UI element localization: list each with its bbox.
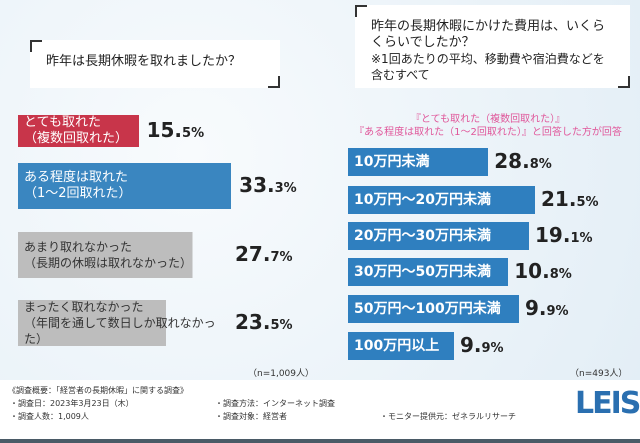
cost-bar-1: 10万円未満 xyxy=(348,148,489,176)
question-2: 昨年の長期休暇にかけた費用は、いくらくらいでしたか？ ※1回あたりの平均、移動費… xyxy=(355,5,630,88)
question-2-subtitle: ※1回あたりの平均、移動費や宿泊費などを含むすべて xyxy=(371,52,605,82)
value-label-4: 23.5% xyxy=(235,310,293,334)
survey-method: ・調査方法：インターネット調査 xyxy=(215,399,335,408)
survey-title: 《調査概要：「経営者の長期休暇」に関する調査》 xyxy=(8,386,188,395)
cost-bar-4: 30万円〜50万円未満 xyxy=(348,258,509,286)
cost-bar-2: 10万円〜20万円未満 xyxy=(348,186,535,214)
bar-1: とても取れた （複数回取れた） xyxy=(18,115,139,147)
survey-count: ・調査人数：1,009人 xyxy=(10,412,89,421)
question-1-text: 昨年は長期休暇を取れましたか？ xyxy=(46,54,242,69)
value-label-3: 27.7% xyxy=(235,242,293,266)
sample-size-2: （n=493人） xyxy=(570,369,628,379)
cost-value-label-2: 21.5% xyxy=(541,187,599,211)
value-label-1: 15.5% xyxy=(146,118,205,142)
value-label-2: 33.3% xyxy=(239,173,297,197)
sample-size-1: （n=1,009人） xyxy=(248,369,315,379)
question-2-text: 昨年の長期休暇にかけた費用は、いくらくらいでしたか？ xyxy=(371,19,606,50)
cost-value-label-3: 19.1% xyxy=(535,223,593,247)
cost-bar-3: 20万円〜30万円未満 xyxy=(348,222,529,250)
bar-3: あまり取れなかった （長期の休暇は取れなかった） xyxy=(18,232,228,278)
cost-value-label-4: 10.8% xyxy=(514,259,572,283)
cost-bar-6: 100万円以上 xyxy=(348,332,454,360)
cost-value-label-6: 9.9% xyxy=(460,333,504,357)
cost-bar-5: 50万円〜100万円未満 xyxy=(348,295,519,323)
leis-logo: LEIS xyxy=(575,386,640,421)
footer: 《調査概要：「経営者の長期休暇」に関する調査》 ・調査日：2023年3月23日（… xyxy=(0,380,640,443)
survey-target: ・調査対象：経営者 xyxy=(215,412,287,421)
cost-value-label-1: 28.8% xyxy=(494,149,552,173)
cost-value-label-5: 9.9% xyxy=(525,296,569,320)
respondent-note: 『とても取れた（複数回取れた）』 『ある程度は取れた（1〜2回取れた）』と回答した… xyxy=(354,114,622,138)
bar-4: まったく取れなかった （年間を通して数日しか取れなかった） xyxy=(18,300,228,346)
survey-date: ・調査日：2023年3月23日（木） xyxy=(10,399,134,408)
bar-2: ある程度は取れた （1〜2回取れた） xyxy=(18,163,232,209)
question-1: 昨年は長期休暇を取れましたか？ xyxy=(30,40,280,88)
survey-provider: ・モニター提供元：ゼネラルリサーチ xyxy=(380,412,516,421)
